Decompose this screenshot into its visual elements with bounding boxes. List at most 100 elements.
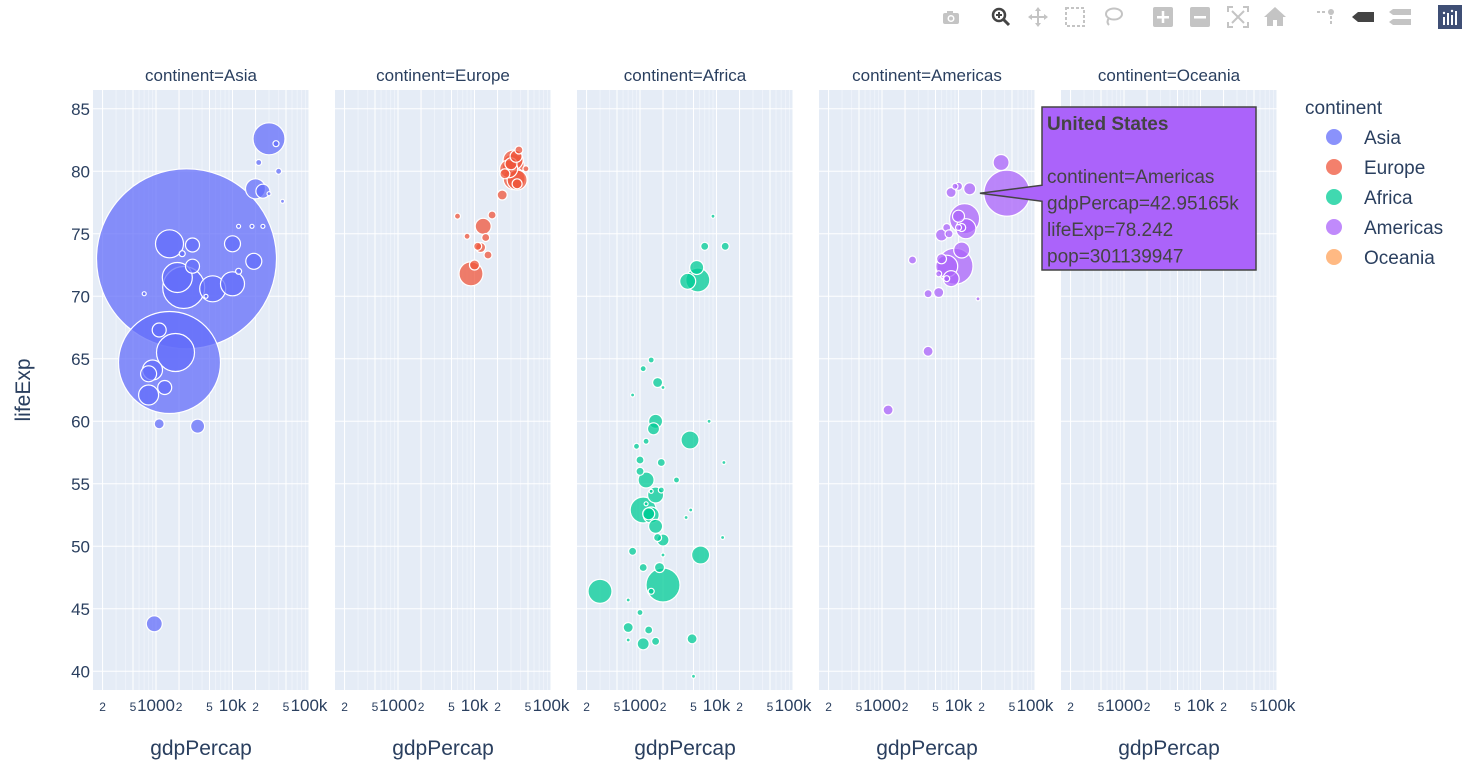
hover-closest-icon[interactable] <box>1348 2 1378 32</box>
data-point[interactable] <box>245 252 263 270</box>
camera-icon[interactable] <box>935 2 965 32</box>
data-point[interactable] <box>487 210 497 220</box>
autoscale-icon[interactable] <box>1223 2 1253 32</box>
data-point[interactable] <box>657 486 665 494</box>
zoom-out-icon[interactable] <box>1185 2 1215 32</box>
data-point[interactable] <box>686 633 698 645</box>
data-point[interactable] <box>672 476 681 484</box>
data-point[interactable] <box>474 217 492 235</box>
data-point[interactable] <box>481 232 491 243</box>
data-point[interactable] <box>710 213 716 219</box>
data-point[interactable] <box>473 241 483 251</box>
data-point[interactable] <box>660 552 666 558</box>
data-point[interactable] <box>943 275 951 283</box>
data-point[interactable] <box>468 259 481 271</box>
data-point[interactable] <box>184 258 201 274</box>
data-point[interactable] <box>648 488 654 494</box>
hover-compare-icon[interactable] <box>1385 2 1415 32</box>
data-point[interactable] <box>933 286 945 299</box>
data-point[interactable] <box>140 365 158 383</box>
plotly-logo-icon[interactable] <box>1435 2 1465 32</box>
data-point[interactable] <box>643 501 649 507</box>
data-point[interactable] <box>652 532 663 543</box>
data-point[interactable] <box>963 182 977 196</box>
lasso-select-icon[interactable] <box>1098 2 1128 32</box>
data-point[interactable] <box>219 271 246 297</box>
data-point[interactable] <box>992 153 1010 172</box>
data-point[interactable] <box>706 418 712 424</box>
data-point[interactable] <box>275 167 283 175</box>
data-point[interactable] <box>499 168 511 180</box>
pan-icon[interactable] <box>1023 2 1053 32</box>
data-point[interactable] <box>645 567 681 603</box>
reset-axes-icon[interactable] <box>1260 2 1290 32</box>
data-point[interactable] <box>138 384 160 406</box>
data-point[interactable] <box>190 418 206 434</box>
legend-item-asia[interactable]: Asia <box>1326 128 1401 149</box>
data-point[interactable] <box>255 183 271 199</box>
data-point[interactable] <box>522 165 530 173</box>
data-point[interactable] <box>653 561 666 574</box>
data-point[interactable] <box>260 223 266 229</box>
data-point[interactable] <box>975 296 981 302</box>
data-point[interactable] <box>647 518 664 534</box>
data-point[interactable] <box>639 365 647 373</box>
data-point[interactable] <box>252 122 286 156</box>
data-point[interactable] <box>154 229 185 259</box>
data-point[interactable] <box>650 636 661 646</box>
data-point[interactable] <box>690 545 711 565</box>
data-point[interactable] <box>646 422 661 436</box>
data-point[interactable] <box>923 289 933 299</box>
data-point[interactable] <box>688 507 694 513</box>
data-point[interactable] <box>272 140 280 148</box>
data-point[interactable] <box>700 241 710 251</box>
data-point[interactable] <box>249 223 255 229</box>
data-point[interactable] <box>637 471 655 489</box>
data-point[interactable] <box>935 253 948 265</box>
data-point[interactable] <box>178 250 186 258</box>
legend-item-africa[interactable]: Africa <box>1326 188 1413 209</box>
data-point[interactable] <box>636 608 644 617</box>
data-point[interactable] <box>680 430 700 450</box>
zoom-in-icon[interactable] <box>1148 2 1178 32</box>
data-point[interactable] <box>514 145 524 155</box>
data-point[interactable] <box>625 637 631 643</box>
data-point[interactable] <box>184 237 201 253</box>
data-point[interactable] <box>635 466 645 476</box>
data-point[interactable] <box>679 272 697 290</box>
data-point[interactable] <box>635 455 645 465</box>
data-point[interactable] <box>511 178 523 190</box>
data-point[interactable] <box>236 223 242 229</box>
data-point[interactable] <box>463 232 471 240</box>
data-point[interactable] <box>647 587 655 595</box>
data-point[interactable] <box>953 241 971 259</box>
data-point[interactable] <box>642 437 650 445</box>
data-point[interactable] <box>161 261 193 294</box>
data-point[interactable] <box>689 259 705 276</box>
data-point[interactable] <box>266 191 272 197</box>
legend-item-europe[interactable]: Europe <box>1326 158 1425 179</box>
data-point[interactable] <box>155 332 196 373</box>
data-point[interactable] <box>203 293 209 299</box>
data-point[interactable] <box>951 209 966 223</box>
data-point[interactable] <box>629 392 636 398</box>
data-point[interactable] <box>638 562 648 573</box>
data-point[interactable] <box>632 442 641 450</box>
data-point[interactable] <box>627 546 638 556</box>
data-point[interactable] <box>255 158 263 167</box>
data-point[interactable] <box>496 189 508 201</box>
data-point[interactable] <box>223 235 242 253</box>
spike-lines-icon[interactable] <box>1310 2 1340 32</box>
data-point[interactable] <box>642 507 656 521</box>
data-point[interactable] <box>651 376 664 389</box>
data-point[interactable] <box>151 322 167 338</box>
data-point[interactable] <box>945 186 957 199</box>
data-point[interactable] <box>587 578 613 604</box>
data-point[interactable] <box>625 597 631 603</box>
data-point[interactable] <box>720 241 730 251</box>
box-select-icon[interactable] <box>1060 2 1090 32</box>
data-point[interactable] <box>636 637 650 651</box>
data-point[interactable] <box>644 625 654 635</box>
data-point[interactable] <box>483 250 493 260</box>
data-point[interactable] <box>235 267 243 275</box>
